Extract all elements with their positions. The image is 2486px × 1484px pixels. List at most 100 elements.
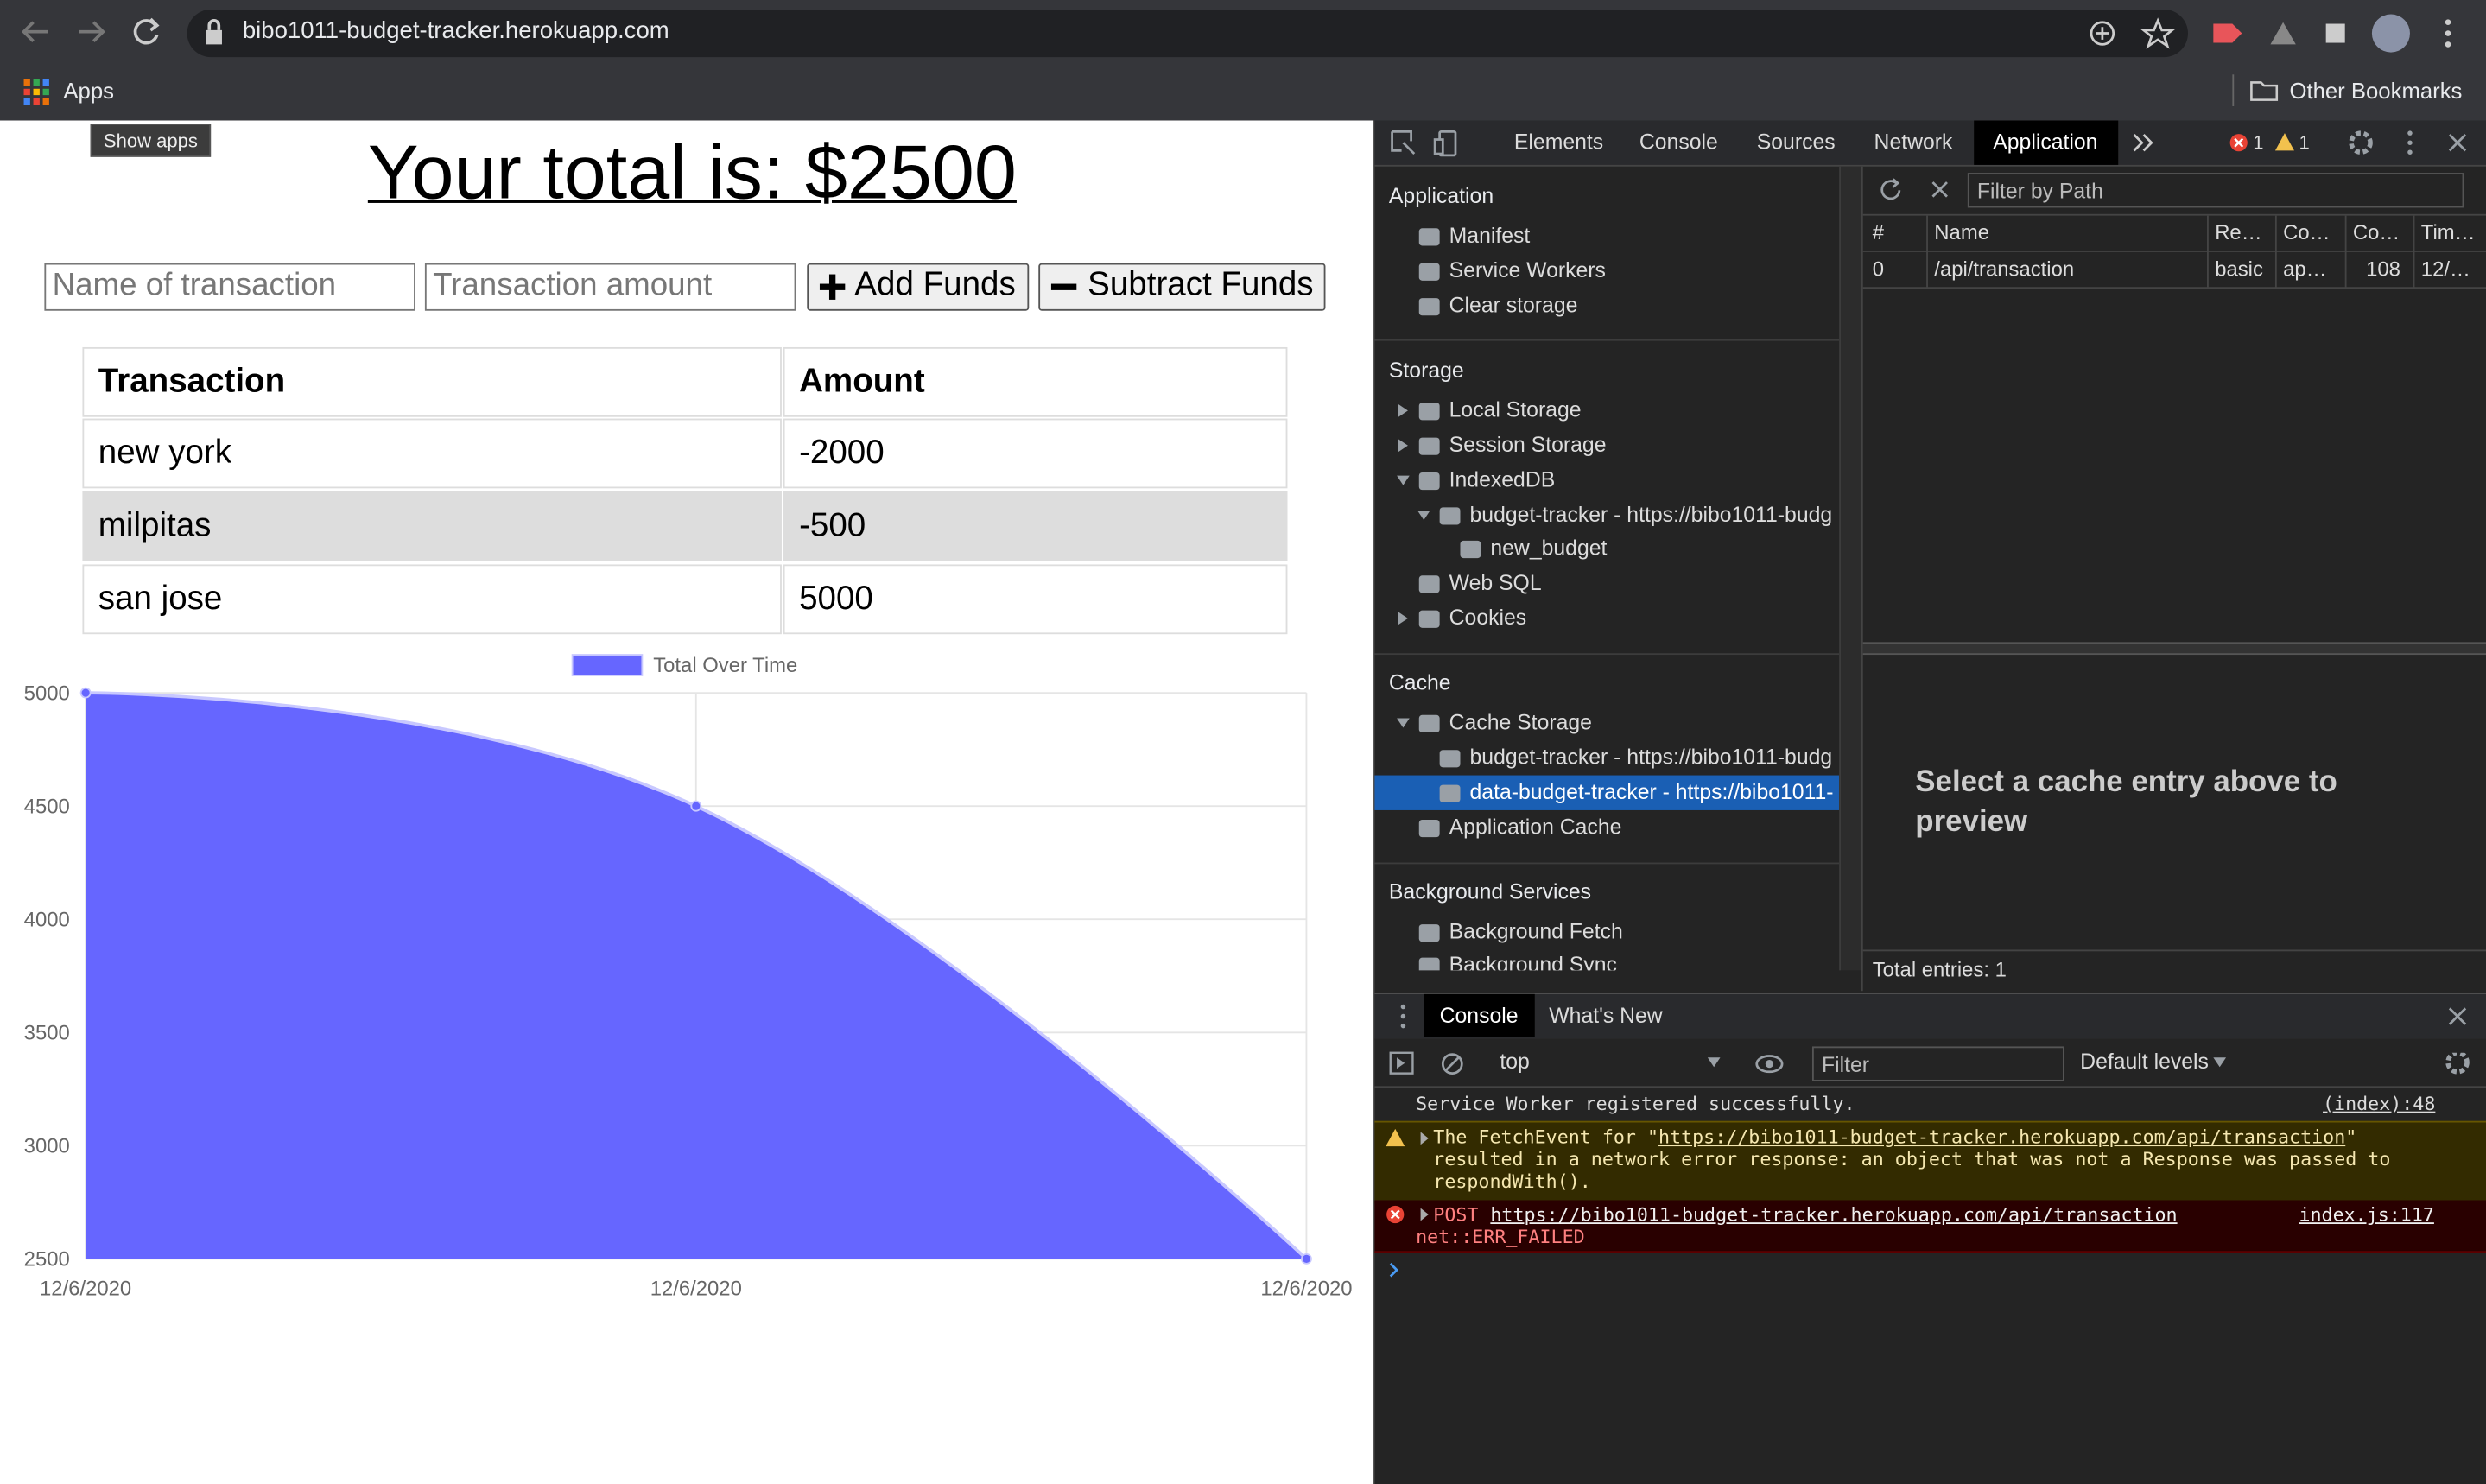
point — [1301, 1253, 1312, 1265]
table-cell: -500 — [783, 491, 1288, 561]
sidebar-item[interactable]: Application Cache — [1418, 815, 1622, 839]
column-header: Co… — [2283, 220, 2331, 244]
y-tick-label: 3500 — [24, 1022, 70, 1045]
error-link[interactable]: https://bibo1011-budget-tracker.herokuap… — [1490, 1203, 2178, 1226]
devtools-tabbar — [1374, 120, 2486, 167]
table-cell: san jose — [82, 564, 782, 635]
sidebar-item[interactable]: Manifest — [1418, 223, 1531, 248]
error-row — [1374, 1200, 2486, 1253]
sidebar-item[interactable]: Service Workers — [1418, 258, 1606, 282]
error-source[interactable]: index.js:117 — [2299, 1203, 2434, 1226]
sidebar-item[interactable]: budget-tracker - https://bibo1011-budg — [1439, 745, 1833, 770]
subtract-label[interactable]: Subtract Funds — [1088, 266, 1314, 303]
address-bar[interactable] — [187, 10, 2188, 58]
devtools-icons — [2133, 130, 2467, 155]
warning-icon — [1386, 1128, 1429, 1147]
expander[interactable] — [1397, 475, 1410, 485]
sidebar-item[interactable]: budget-tracker - https://bibo1011-budg — [1439, 502, 1833, 527]
chart: 2500 3000 3500 4000 4500 5000 12/6/2020 12/6/20… — [24, 654, 1353, 1301]
log-source[interactable]: (index):48 — [2323, 1092, 2436, 1115]
tab[interactable]: Elements — [1513, 130, 1604, 155]
sidebar-item[interactable]: Cache Storage — [1418, 710, 1592, 734]
sidebar-item[interactable]: new_budget — [1460, 536, 1608, 560]
cache-cell[interactable]: basic — [2215, 257, 2263, 281]
plus-icon — [819, 274, 846, 300]
grid-border — [1862, 251, 2486, 252]
active-tab-bg — [1974, 120, 2119, 165]
tab[interactable]: Network — [1874, 130, 1953, 155]
error-method: POST — [1433, 1203, 1479, 1226]
add-label[interactable]: Add Funds — [854, 266, 1016, 303]
cache-cell[interactable]: /api/transaction — [1934, 257, 2075, 281]
sidebar-item[interactable]: Web SQL — [1418, 570, 1542, 595]
add-button[interactable] — [807, 263, 1030, 311]
table-cell: milpitas — [82, 491, 782, 561]
nav-icons — [21, 17, 160, 45]
subtract-button[interactable] — [1038, 263, 1326, 311]
minus-icon — [1050, 283, 1077, 290]
sidebar-item[interactable]: Session Storage — [1418, 433, 1607, 457]
sidebar-heading: Background Services — [1388, 879, 1592, 904]
apps-bookmark[interactable]: Apps — [63, 77, 115, 104]
console-icons — [1389, 1051, 1463, 1075]
warning-message: The FetchEvent for "https://bibo1011-bud… — [1433, 1126, 2400, 1192]
column-header: Tim… — [2420, 220, 2476, 244]
drawer-menu[interactable] — [1392, 1002, 1415, 1031]
log-message: Service Worker registered successfully. — [1416, 1092, 1855, 1115]
x-tick-label: 12/6/2020 — [40, 1278, 131, 1301]
lock-icon — [206, 19, 222, 45]
sidebar-item-selected[interactable]: data-budget-tracker - https://bibo1011- — [1439, 780, 1834, 804]
warning-link[interactable]: https://bibo1011-budget-tracker.herokuap… — [1658, 1126, 2346, 1148]
error-detail: net::ERR_FAILED — [1416, 1225, 1585, 1248]
pane-divider — [1861, 166, 1863, 992]
expander[interactable] — [1398, 439, 1408, 453]
apps-icon — [23, 79, 49, 105]
tab-active[interactable]: Application — [1993, 130, 2098, 155]
drawer-tab[interactable]: What's New — [1549, 1003, 1663, 1028]
console-prompt[interactable] — [1387, 1260, 1403, 1279]
cache-cell[interactable]: 12/… — [2420, 257, 2470, 281]
expander[interactable] — [1398, 612, 1408, 625]
drawer-close[interactable] — [2445, 1004, 2470, 1029]
sidebar-item[interactable]: Local Storage — [1418, 397, 1582, 422]
tab[interactable]: Console — [1639, 130, 1718, 155]
sidebar-item[interactable]: Cookies — [1418, 606, 1527, 630]
sidebar-heading: Storage — [1388, 358, 1464, 383]
warning-count[interactable]: 1 — [2299, 131, 2310, 155]
url[interactable]: bibo1011-budget-tracker.herokuapp.com — [242, 17, 669, 45]
pane-splitter[interactable] — [1862, 642, 2486, 656]
filter-input[interactable]: Filter by Path — [1967, 173, 2464, 208]
other-bookmarks[interactable]: Other Bookmarks — [2289, 77, 2463, 104]
expander[interactable] — [1398, 404, 1408, 417]
error-count[interactable]: 1 — [2253, 131, 2264, 155]
tab[interactable]: Sources — [1756, 130, 1836, 155]
toolbar-icons — [1707, 1055, 1784, 1074]
sidebar-heading: Application — [1388, 183, 1494, 208]
sidebar-item[interactable]: Background Sync — [1418, 953, 1617, 971]
y-tick-label: 4000 — [24, 908, 70, 931]
inspect-icons — [1391, 130, 1457, 157]
cache-cell[interactable]: 0 — [1872, 257, 1885, 281]
table-cell: new york — [82, 418, 782, 489]
levels-select[interactable]: Default levels — [2080, 1050, 2209, 1074]
sidebar-scrollbar[interactable] — [1839, 166, 1863, 971]
context-select[interactable]: top — [1500, 1050, 1530, 1074]
expander[interactable] — [1417, 511, 1430, 521]
cache-cell[interactable]: ap… — [2283, 257, 2327, 281]
y-tick-label: 3000 — [24, 1135, 70, 1158]
sidebar-item[interactable]: Clear storage — [1418, 293, 1578, 318]
bookmark-divider — [2232, 74, 2235, 106]
expander[interactable] — [1397, 718, 1410, 728]
drawer-tab[interactable]: Console — [1439, 1003, 1519, 1028]
section-divider — [1374, 339, 1840, 341]
sidebar-item[interactable]: Background Fetch — [1418, 919, 1623, 944]
sidebar-item[interactable]: IndexedDB — [1418, 467, 1556, 492]
x-tick-label: 12/6/2020 — [1260, 1278, 1352, 1301]
console-filter[interactable]: Filter — [1811, 1046, 2064, 1081]
column-header: # — [1872, 220, 1885, 244]
amount-input[interactable]: Transaction amount — [424, 263, 796, 311]
cache-cell[interactable]: 108 — [2366, 257, 2400, 281]
name-input[interactable]: Name of transaction — [44, 263, 415, 311]
table-header-cell: Amount — [783, 346, 1288, 417]
